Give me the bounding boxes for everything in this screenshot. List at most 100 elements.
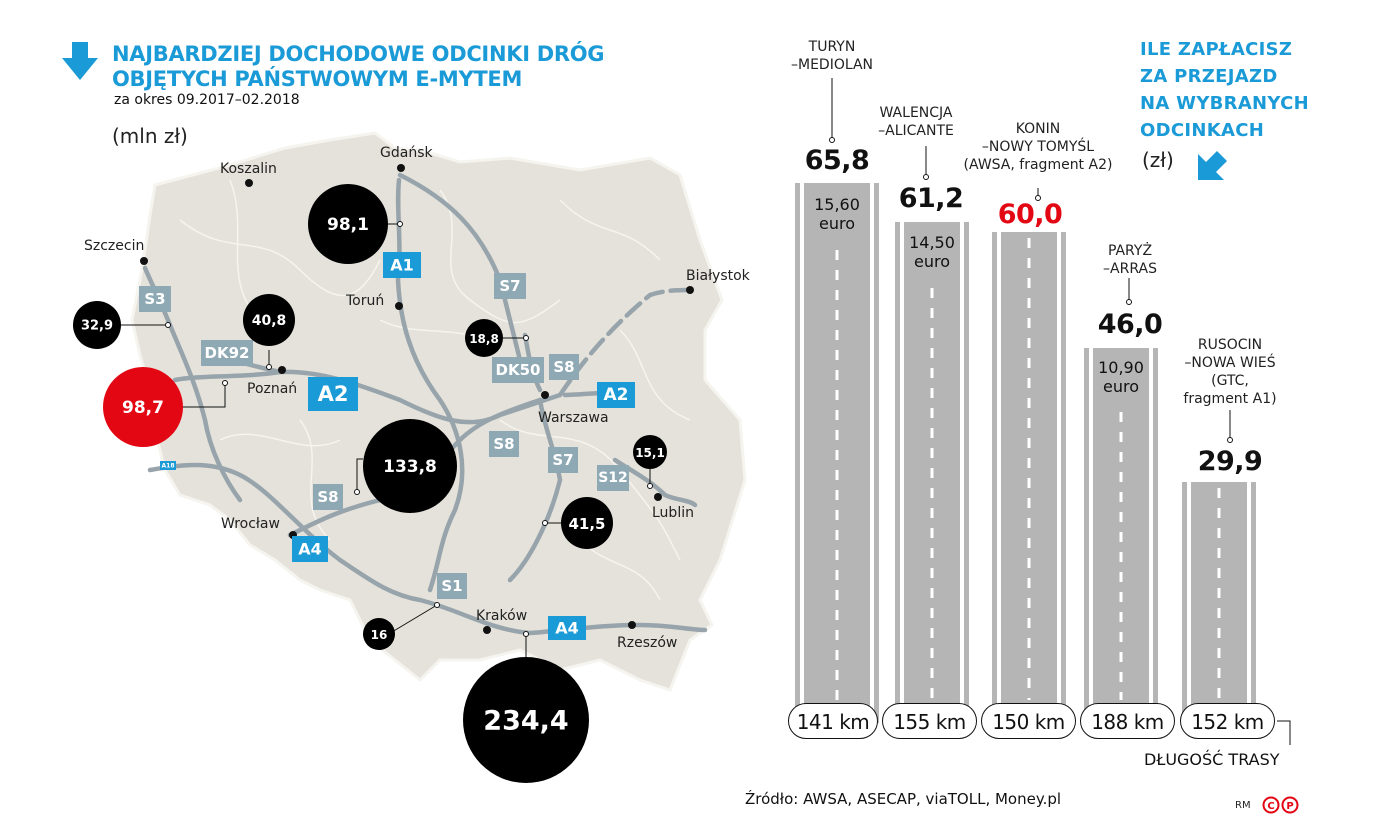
city-label: Białystok (686, 268, 751, 284)
bar-name: KONIN –NOWY TOMYŚL (AWSA, fragment A2) (963, 121, 1113, 173)
svg-text:18,8: 18,8 (469, 332, 499, 346)
arrow-down-icon (62, 42, 98, 80)
bubble-s8: 133,8 (363, 419, 457, 513)
city-label: Lublin (652, 505, 694, 521)
city-label: Szczecin (84, 238, 144, 254)
bubble-s12: 15,1 (633, 435, 667, 469)
road-bars (795, 78, 1291, 745)
map-title-line2: OBJĘTYCH PAŃSTWOWYM E-MYTEM (112, 67, 523, 91)
length-pill: 155 km (882, 703, 977, 739)
svg-text:A1: A1 (390, 256, 414, 275)
bubble-a4: 234,4 (463, 657, 589, 783)
city-label: Warszawa (538, 410, 609, 426)
bars-title-line: ODCINKACH (1140, 120, 1265, 141)
road-badge-a2-east: A2 (597, 382, 635, 408)
road-badge-a1: A1 (383, 252, 421, 278)
bubble-a2-highlight: 98,7 (103, 367, 183, 447)
bars-title-line: NA WYBRANYCH (1140, 93, 1309, 114)
road-bar-walencja (895, 222, 969, 723)
map-period: za okres 09.2017–02.2018 (114, 92, 300, 108)
road-badge-s8: S8 (489, 431, 519, 457)
bubble-dk50: 18,8 (465, 319, 503, 357)
svg-text:DK92: DK92 (205, 344, 250, 362)
bar-name: WALENCJA –ALICANTE (878, 105, 954, 139)
svg-text:40,8: 40,8 (252, 313, 287, 329)
road-badge-a4: A4 (292, 536, 328, 562)
bar-value: 46,0 (1097, 309, 1163, 340)
minor-roads (179, 179, 691, 601)
svg-text:98,1: 98,1 (327, 215, 369, 235)
road-bar-rusocin (1182, 482, 1256, 723)
svg-text:98,7: 98,7 (122, 398, 164, 418)
svg-text:S3: S3 (144, 290, 165, 308)
svg-text:S8: S8 (553, 358, 574, 376)
bars-unit: (zł) (1142, 148, 1174, 172)
city-label: Poznań (247, 381, 297, 397)
cp-logo-icon: C P (1262, 796, 1299, 814)
bar-name: TURYN –MEDIOLAN (790, 39, 874, 73)
city-label: Toruń (345, 293, 384, 309)
poland-map: Gdańsk Koszalin Szczecin Toruń Białystok… (73, 131, 751, 783)
svg-text:A18: A18 (162, 463, 175, 470)
road-bar-turyn (795, 183, 879, 723)
road-badge-dk92: DK92 (201, 340, 253, 366)
city-dots (140, 164, 694, 634)
length-pill: 141 km (788, 703, 878, 739)
city-label: Koszalin (220, 161, 277, 177)
bar-name: RUSOCIN –NOWA WIEŚ (GTC, fragment A1) (1183, 337, 1277, 407)
svg-text:A4: A4 (298, 540, 322, 559)
length-pill: 152 km (1180, 703, 1275, 739)
svg-text:C: C (1267, 801, 1274, 812)
map-title-line1: NAJBARDZIEJ DOCHODOWE ODCINKI DRÓG (112, 42, 605, 66)
bar-value: 65,8 (804, 145, 870, 176)
bar-euro: 14,50 euro (909, 233, 955, 271)
city-label: Kraków (476, 608, 527, 624)
city-label: Wrocław (221, 516, 280, 532)
leader-lines (108, 223, 651, 663)
arrow-down-left-icon (1198, 151, 1227, 180)
bubble-s7: 41,5 (561, 497, 613, 549)
svg-text:S7: S7 (552, 451, 573, 469)
svg-text:S12: S12 (598, 470, 628, 486)
road-badge-s12: S12 (597, 465, 629, 491)
bubble-dk92: 40,8 (243, 294, 295, 346)
length-label: DŁUGOŚĆ TRASY (1144, 750, 1280, 769)
bubble-s1: 16 (363, 618, 395, 650)
city-label: Rzeszów (617, 635, 677, 651)
road-badge-s7: S7 (494, 273, 526, 299)
bar-leader-lines (831, 78, 1291, 745)
map-title: NAJBARDZIEJ DOCHODOWE ODCINKI DRÓG OBJĘT… (112, 42, 605, 92)
road-badge-s8: S8 (313, 484, 343, 510)
road-bar-paryz (1084, 348, 1158, 723)
svg-text:133,8: 133,8 (383, 457, 437, 477)
bar-value: 29,9 (1197, 446, 1263, 477)
map-unit: (mln zł) (112, 124, 188, 148)
svg-text:234,4: 234,4 (483, 706, 568, 737)
bubble-s3: 32,9 (73, 301, 121, 349)
bar-name: PARYŻ –ARRAS (1103, 243, 1157, 277)
svg-text:A2: A2 (318, 382, 349, 406)
author-credit: RM (1235, 800, 1251, 811)
road-badge-s8: S8 (549, 354, 579, 380)
svg-text:P: P (1286, 801, 1293, 812)
svg-text:S8: S8 (317, 488, 338, 506)
road-badge-s1: S1 (437, 573, 467, 599)
source-note: Źródło: AWSA, ASECAP, viaTOLL, Money.pl (745, 790, 1062, 808)
bar-value-highlight: 60,0 (997, 199, 1063, 230)
road-badge-a18: A18 (160, 461, 176, 470)
bars-title: ILE ZAPŁACISZ ZA PRZEJAZD NA WYBRANYCH O… (1140, 36, 1309, 144)
svg-text:A2: A2 (604, 385, 629, 405)
bubble-a1: 98,1 (308, 184, 388, 264)
bar-leader-dots (829, 137, 1233, 443)
road-badge-dk50: DK50 (492, 357, 544, 383)
bar-value: 61,2 (898, 183, 964, 214)
bars-title-line: ZA PRZEJAZD (1140, 66, 1278, 87)
svg-text:DK50: DK50 (496, 361, 541, 379)
road-badge-s7: S7 (548, 447, 578, 473)
svg-text:S7: S7 (499, 277, 520, 295)
svg-text:15,1: 15,1 (635, 446, 665, 460)
road-badge-a4: A4 (548, 616, 586, 640)
bar-euro: 15,60 euro (814, 195, 860, 233)
road-badge-s3: S3 (139, 286, 171, 312)
svg-text:S8: S8 (493, 435, 514, 453)
